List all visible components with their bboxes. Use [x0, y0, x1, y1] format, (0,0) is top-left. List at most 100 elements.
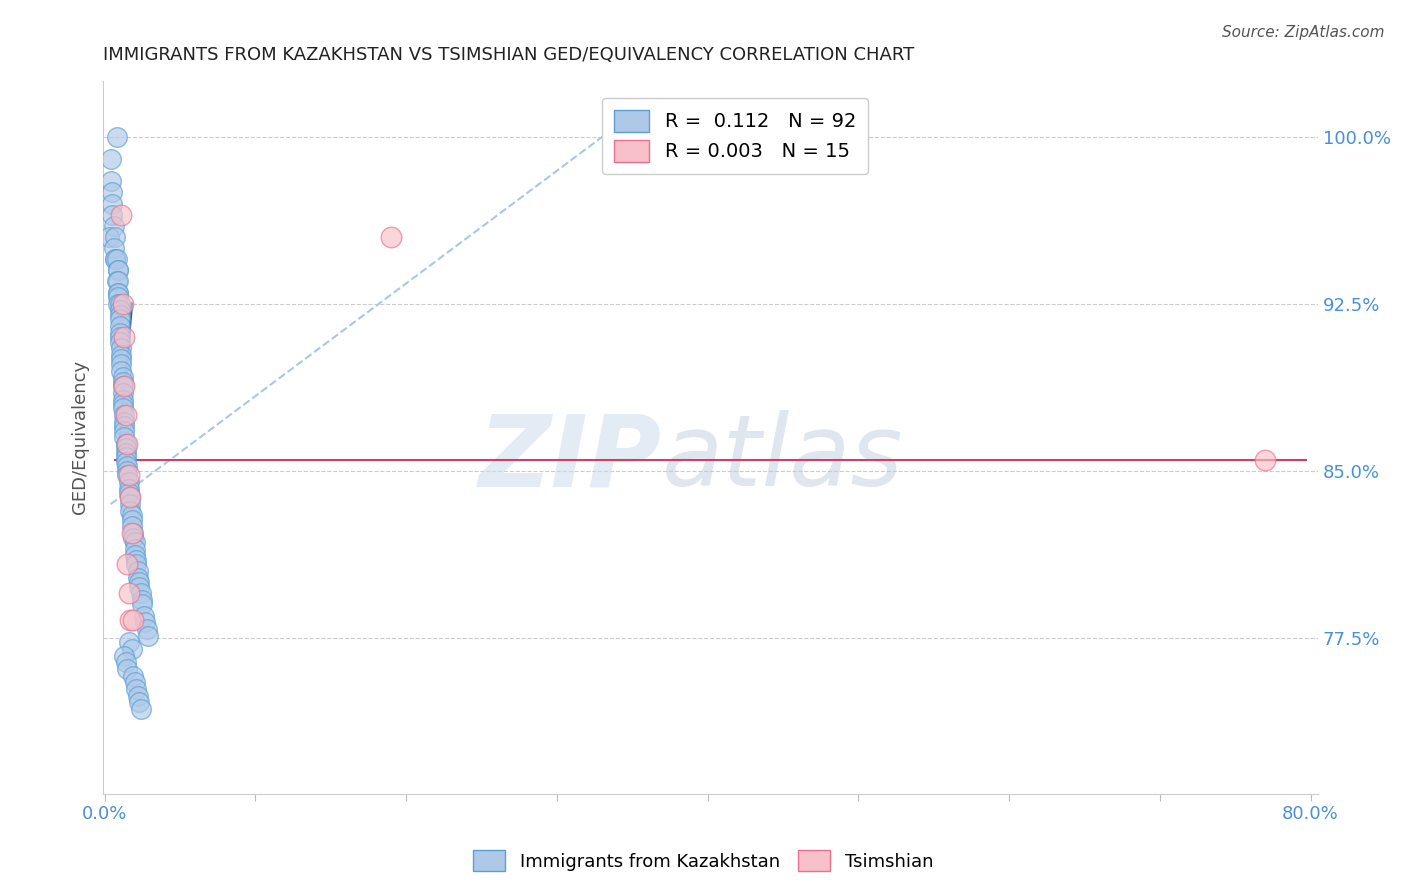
Legend: R =  0.112   N = 92, R = 0.003   N = 15: R = 0.112 N = 92, R = 0.003 N = 15: [602, 98, 868, 174]
Point: [107, 275, 129, 289]
Point: [117, 459, 139, 474]
Point: [105, 252, 128, 267]
Point: [125, 553, 148, 567]
Y-axis label: GED/Equivalency: GED/Equivalency: [72, 360, 89, 515]
Point: [112, 379, 135, 393]
Point: [110, 208, 132, 222]
Point: [110, 357, 132, 371]
Point: [110, 363, 132, 377]
Point: [110, 352, 132, 367]
Point: [114, 437, 136, 451]
Point: [134, 615, 156, 630]
Point: [104, 252, 127, 267]
Point: [108, 318, 131, 333]
Point: [122, 531, 145, 545]
Point: [101, 208, 124, 222]
Point: [103, 241, 125, 255]
Point: [128, 580, 150, 594]
Point: [120, 613, 142, 627]
Point: [111, 375, 134, 389]
Point: [112, 419, 135, 434]
Point: [118, 482, 141, 496]
Point: [107, 290, 129, 304]
Point: [114, 408, 136, 422]
Point: [112, 330, 135, 344]
Point: [121, 526, 143, 541]
Point: [127, 571, 149, 585]
Point: [111, 370, 134, 384]
Point: [117, 464, 139, 478]
Point: [108, 312, 131, 326]
Point: [127, 689, 149, 703]
Point: [98, 230, 121, 244]
Point: [380, 230, 402, 244]
Point: [129, 702, 152, 716]
Point: [1254, 452, 1277, 467]
Point: [124, 675, 146, 690]
Point: [107, 285, 129, 300]
Point: [104, 252, 127, 267]
Point: [122, 668, 145, 682]
Point: [111, 297, 134, 311]
Point: [135, 622, 157, 636]
Point: [104, 230, 127, 244]
Point: [107, 263, 129, 277]
Point: [111, 397, 134, 411]
Point: [105, 129, 128, 144]
Point: [128, 695, 150, 709]
Point: [108, 303, 131, 318]
Point: [112, 408, 135, 422]
Text: IMMIGRANTS FROM KAZAKHSTAN VS TSIMSHIAN GED/EQUIVALENCY CORRELATION CHART: IMMIGRANTS FROM KAZAKHSTAN VS TSIMSHIAN …: [103, 46, 914, 64]
Point: [114, 655, 136, 669]
Point: [118, 586, 141, 600]
Point: [112, 424, 135, 438]
Point: [117, 558, 139, 572]
Point: [118, 635, 141, 649]
Point: [129, 586, 152, 600]
Point: [120, 497, 142, 511]
Point: [108, 334, 131, 349]
Point: [108, 297, 131, 311]
Point: [100, 152, 122, 166]
Point: [111, 379, 134, 393]
Point: [120, 491, 142, 505]
Point: [128, 575, 150, 590]
Point: [107, 285, 129, 300]
Point: [101, 196, 124, 211]
Point: [101, 186, 124, 200]
Point: [110, 341, 132, 355]
Point: [131, 593, 153, 607]
Point: [125, 681, 148, 696]
Point: [114, 455, 136, 469]
Text: atlas: atlas: [662, 410, 904, 508]
Point: [108, 308, 131, 322]
Point: [114, 446, 136, 460]
Point: [132, 608, 155, 623]
Point: [117, 662, 139, 676]
Point: [112, 415, 135, 429]
Point: [121, 508, 143, 523]
Point: [127, 564, 149, 578]
Point: [108, 330, 131, 344]
Point: [111, 401, 134, 416]
Point: [107, 263, 129, 277]
Point: [121, 513, 143, 527]
Point: [107, 297, 129, 311]
Point: [121, 519, 143, 533]
Point: [117, 437, 139, 451]
Text: Source: ZipAtlas.com: Source: ZipAtlas.com: [1222, 25, 1385, 40]
Point: [118, 468, 141, 483]
Point: [100, 174, 122, 188]
Point: [118, 475, 141, 489]
Point: [122, 526, 145, 541]
Point: [121, 641, 143, 656]
Point: [114, 450, 136, 465]
Point: [103, 219, 125, 233]
Point: [114, 442, 136, 456]
Point: [111, 385, 134, 400]
Point: [108, 326, 131, 340]
Point: [120, 504, 142, 518]
Point: [118, 486, 141, 500]
Point: [124, 535, 146, 549]
Point: [124, 541, 146, 556]
